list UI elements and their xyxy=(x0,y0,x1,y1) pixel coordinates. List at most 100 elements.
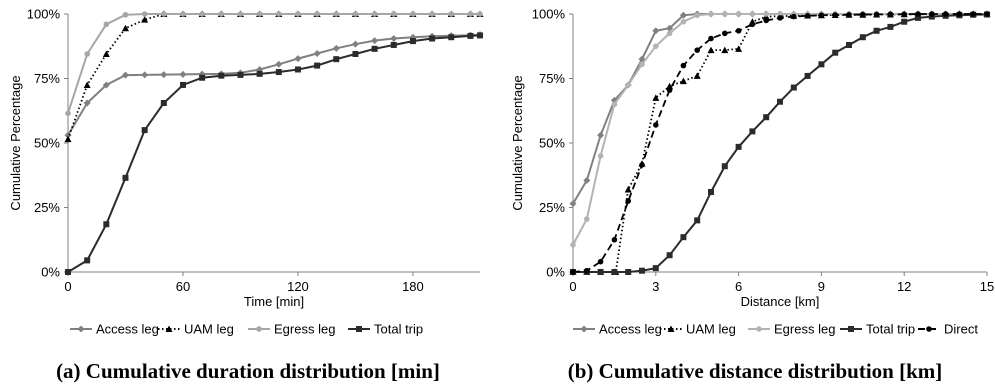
data-point xyxy=(722,30,728,37)
figure-caption: (a) Cumulative duration distribution [mi… xyxy=(56,359,440,383)
series-egress-leg xyxy=(570,11,990,248)
legend-marker xyxy=(667,325,675,332)
series-line xyxy=(572,13,987,273)
data-point xyxy=(694,12,700,19)
data-point xyxy=(390,11,397,17)
data-point xyxy=(956,11,963,17)
series-line xyxy=(572,13,987,205)
data-point xyxy=(429,11,435,17)
data-point xyxy=(693,72,701,79)
legend-marker xyxy=(256,326,262,332)
data-point xyxy=(256,70,263,77)
data-point xyxy=(275,11,282,17)
data-point xyxy=(639,267,645,274)
legend-marker xyxy=(580,325,588,333)
data-point xyxy=(749,128,756,135)
series-line xyxy=(573,13,987,273)
data-point xyxy=(818,12,825,19)
data-point xyxy=(65,110,71,117)
data-point xyxy=(832,49,839,56)
data-point xyxy=(679,77,687,85)
data-point xyxy=(722,11,728,17)
data-point xyxy=(901,18,908,25)
data-point xyxy=(256,11,263,17)
data-point xyxy=(584,267,590,274)
data-point xyxy=(371,37,379,45)
data-point xyxy=(666,87,673,93)
data-point xyxy=(790,84,797,91)
data-point xyxy=(64,131,72,139)
series-line xyxy=(573,13,988,273)
data-point xyxy=(625,82,631,88)
x-tick-label: 180 xyxy=(402,279,424,294)
data-point xyxy=(666,82,674,90)
data-point xyxy=(735,11,742,17)
data-point xyxy=(65,269,71,275)
legend-entry: Total trip xyxy=(348,322,423,337)
x-tick-label: 9 xyxy=(818,279,825,294)
data-point xyxy=(295,11,301,17)
data-point xyxy=(103,221,110,228)
y-tick-label: 0% xyxy=(41,265,60,280)
y-tick-label: 100% xyxy=(532,7,566,22)
data-point xyxy=(199,11,205,17)
data-point xyxy=(141,71,149,79)
data-point xyxy=(763,17,769,24)
data-point xyxy=(569,200,577,208)
x-tick-label: 60 xyxy=(176,279,190,294)
data-point xyxy=(652,265,659,272)
data-point xyxy=(735,45,743,52)
data-point xyxy=(584,216,590,222)
data-point xyxy=(680,234,687,241)
data-point xyxy=(887,11,894,18)
legend-entry: Egress leg xyxy=(748,322,835,337)
legend-label: UAM leg xyxy=(184,322,234,337)
series-egress-leg xyxy=(65,11,483,117)
data-point xyxy=(624,185,632,193)
data-point xyxy=(467,32,474,39)
data-point xyxy=(666,24,674,32)
data-point xyxy=(915,14,921,21)
data-point xyxy=(122,174,129,181)
chart-duration: 0% 25% 50% 75% 100% 0 60 120 180 Time [min] Cumula… xyxy=(8,7,484,383)
data-point xyxy=(873,27,880,34)
legend-entry: UAM leg xyxy=(158,322,234,337)
data-point xyxy=(763,11,769,17)
legend-entry: Direct xyxy=(918,322,978,337)
data-point xyxy=(653,43,659,50)
data-point xyxy=(846,41,852,48)
data-point xyxy=(409,38,416,45)
data-point xyxy=(859,34,866,41)
data-point xyxy=(103,21,110,28)
data-point xyxy=(122,11,129,18)
legend-label: UAM leg xyxy=(686,322,736,337)
data-point xyxy=(294,66,301,73)
data-point xyxy=(625,198,631,204)
data-point xyxy=(352,11,359,17)
data-point xyxy=(237,71,244,78)
y-tick-label: 75% xyxy=(34,71,60,86)
chart-distance: 0% 25% 50% 75% 100% 0 3 6 9 12 15 Distance [km] Cumu… xyxy=(510,7,994,384)
x-tick-label: 3 xyxy=(652,279,659,294)
legend-label: Access leg xyxy=(599,322,662,337)
legend-label: Direct xyxy=(944,322,978,337)
data-point xyxy=(639,61,645,68)
data-point xyxy=(467,11,474,17)
data-point xyxy=(410,11,416,17)
data-point xyxy=(199,74,206,81)
data-point xyxy=(721,163,728,170)
data-point xyxy=(448,11,455,17)
data-point xyxy=(371,11,378,17)
y-tick-label: 100% xyxy=(27,7,61,22)
data-point xyxy=(749,11,756,17)
data-point xyxy=(804,13,811,19)
data-point xyxy=(597,258,604,265)
data-point xyxy=(570,242,576,248)
data-point xyxy=(652,27,660,35)
data-point xyxy=(161,11,167,17)
y-tick-label: 25% xyxy=(34,200,60,215)
legend-entry: Total trip xyxy=(840,322,915,337)
series-line xyxy=(67,13,480,140)
data-point xyxy=(942,11,949,17)
